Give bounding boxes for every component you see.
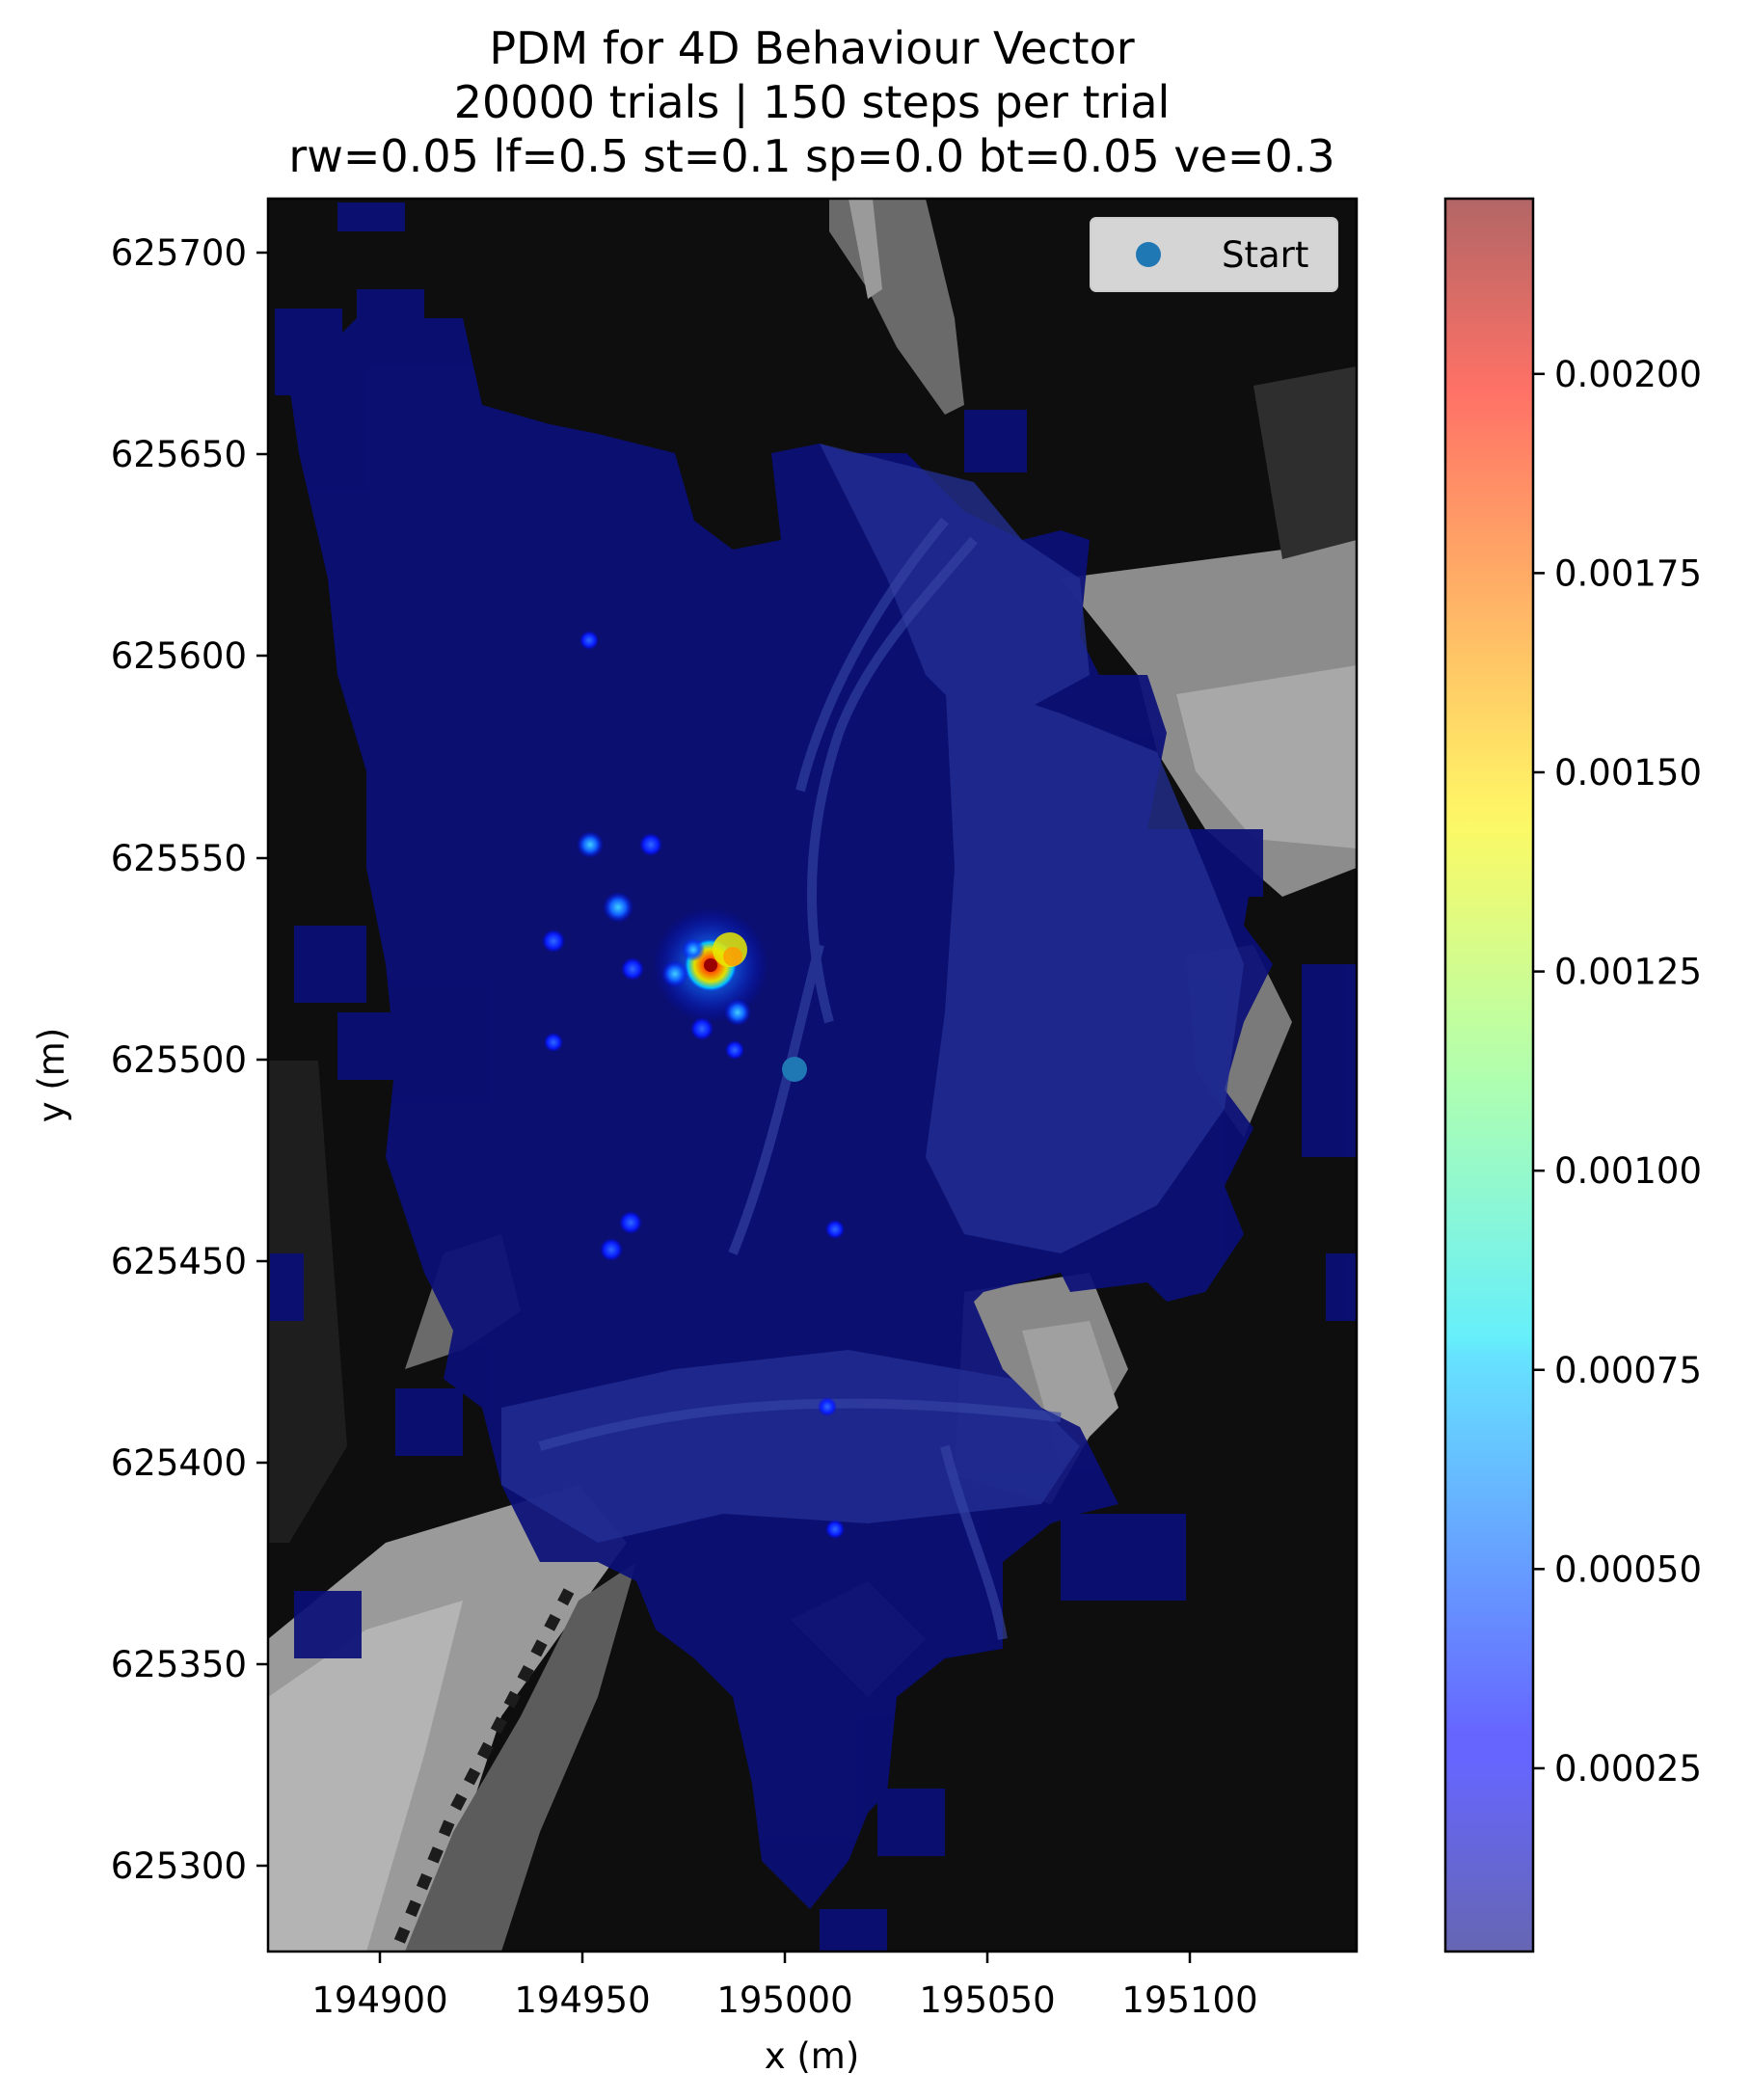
y-tick-label: 625650 <box>111 434 247 475</box>
density-mid-region <box>501 444 1244 1543</box>
colorbar-tick-label: 0.00200 <box>1554 354 1702 395</box>
start-marker <box>782 1057 807 1082</box>
x-tick-label: 195100 <box>1121 1979 1257 2021</box>
colorbar-tick-label: 0.00150 <box>1554 752 1702 794</box>
title-line-1: PDM for 4D Behaviour Vector <box>489 22 1134 74</box>
legend-start-marker <box>1136 242 1161 267</box>
plot-area <box>268 199 1357 1952</box>
y-tick-label: 625450 <box>111 1241 247 1282</box>
colorbar-frame <box>1443 197 1535 1953</box>
x-tick-label: 195050 <box>919 1979 1055 2021</box>
y-tick-label: 625550 <box>111 838 247 879</box>
colorbar-tick-label: 0.00175 <box>1554 552 1702 594</box>
colorbar-gradient <box>1445 199 1533 1952</box>
y-axis: 625300 625350 625400 625450 625500 62555… <box>31 232 268 1887</box>
y-tick-label: 625300 <box>111 1845 247 1887</box>
x-axis: 194900 194950 195000 195050 195100 x (m) <box>311 1952 1258 2077</box>
y-tick-label: 625500 <box>111 1039 247 1081</box>
legend: Start <box>1090 217 1338 292</box>
x-axis-label: x (m) <box>765 2035 860 2077</box>
colorbar-tick-label: 0.00075 <box>1554 1350 1702 1391</box>
colorbar-tick-label: 0.00100 <box>1554 1150 1702 1192</box>
title-line-3: rw=0.05 lf=0.5 st=0.1 sp=0.0 bt=0.05 ve=… <box>288 130 1334 182</box>
axes-frame <box>266 197 1359 1953</box>
y-axis-label: y (m) <box>31 1028 72 1123</box>
y-tick-label: 625600 <box>111 635 247 677</box>
legend-box <box>1090 217 1338 292</box>
x-tick-label: 195000 <box>716 1979 852 2021</box>
colorbar: 0.00025 0.00050 0.00075 0.00100 0.00125 0.001… <box>1443 197 1702 1953</box>
title-line-2: 20000 trials | 150 steps per trial <box>454 76 1171 129</box>
density-hotspots <box>542 631 845 1539</box>
colorbar-tick-label: 0.00025 <box>1554 1748 1702 1790</box>
colorbar-tick-label: 0.00050 <box>1554 1548 1702 1590</box>
y-tick-label: 625700 <box>111 232 247 274</box>
x-tick-label: 194900 <box>311 1979 447 2021</box>
y-tick-label: 625350 <box>111 1644 247 1685</box>
terrain-ridges <box>538 517 1062 1640</box>
x-tick-label: 194950 <box>514 1979 650 2021</box>
y-tick-label: 625400 <box>111 1442 247 1484</box>
colorbar-tick-label: 0.00125 <box>1554 952 1702 993</box>
chart-title: PDM for 4D Behaviour Vector 20000 trials… <box>288 22 1334 182</box>
legend-label-start: Start <box>1222 234 1308 276</box>
